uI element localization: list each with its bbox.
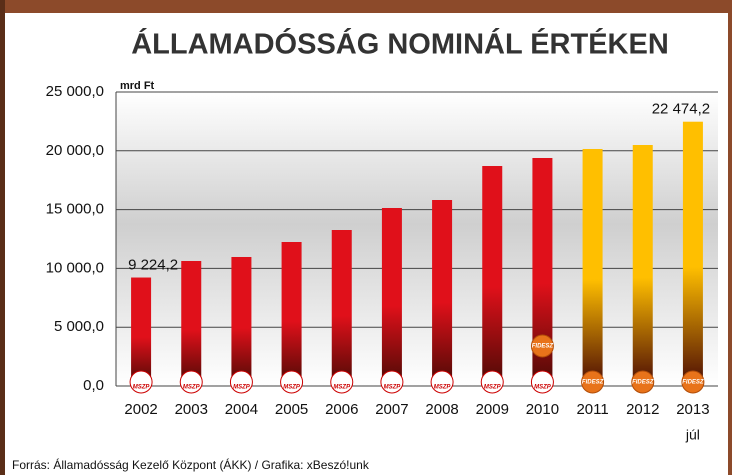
party-logo-label: MSZP	[534, 385, 552, 391]
party-logo	[430, 370, 454, 394]
x-tick-label: 2002	[124, 401, 157, 418]
y-tick-label: 5 000,0	[54, 318, 104, 335]
y-tick-label: 25 000,0	[46, 83, 104, 100]
bar	[131, 277, 152, 386]
x-tick-label: 2010	[526, 401, 559, 418]
x-tick-label: 2005	[275, 401, 308, 418]
party-logo-label: MSZP	[283, 385, 301, 391]
party-logo-label: FIDESZ	[532, 344, 554, 350]
party-logo-label: MSZP	[233, 385, 251, 391]
x-tick-label: 2007	[375, 401, 408, 418]
x-tick-label: 2004	[225, 401, 258, 418]
bar	[331, 230, 352, 386]
party-logo	[330, 370, 354, 394]
bar	[432, 200, 453, 386]
bar	[482, 166, 503, 386]
party-logo-label: FIDESZ	[682, 380, 704, 386]
party-logo-label: MSZP	[434, 385, 452, 391]
bar	[582, 149, 603, 386]
party-logo-label: MSZP	[133, 385, 151, 391]
party-logo	[380, 370, 404, 394]
y-tick-label: 20 000,0	[46, 142, 104, 159]
party-logo-label: MSZP	[183, 385, 201, 391]
source: Forrás: Államadósság Kezelő Központ (ÁKK…	[12, 457, 370, 472]
bar	[181, 260, 202, 386]
party-logo	[179, 370, 203, 394]
x-tick-label: 2008	[425, 401, 458, 418]
party-logo	[631, 370, 655, 394]
x-tick-label: 2003	[175, 401, 208, 418]
party-logo-label: MSZP	[384, 385, 402, 391]
bar	[532, 157, 553, 386]
party-logo-label: MSZP	[484, 385, 502, 391]
party-logo	[681, 370, 705, 394]
x-tick-label: 2012	[626, 401, 659, 418]
party-logo	[530, 334, 554, 358]
y-tick-label: 10 000,0	[46, 259, 104, 276]
x-tick-label: 2013	[676, 401, 709, 418]
y-unit: mrd Ft	[120, 80, 155, 92]
party-logo-label: FIDESZ	[582, 380, 604, 386]
bar	[231, 256, 252, 386]
plot-area	[116, 92, 718, 386]
y-tick-label: 15 000,0	[46, 201, 104, 218]
party-logo	[229, 370, 253, 394]
party-logo	[129, 370, 153, 394]
bar	[381, 208, 402, 386]
bar	[682, 121, 703, 387]
top-frame	[0, 0, 732, 13]
party-logo-label: MSZP	[333, 385, 351, 391]
party-logo	[280, 370, 304, 394]
party-logo	[581, 370, 605, 394]
bar	[632, 145, 653, 386]
value-label: 22 474,2	[652, 101, 710, 118]
party-logo	[480, 370, 504, 394]
x-tick-label: 2006	[325, 401, 358, 418]
party-logo	[530, 370, 554, 394]
bar	[281, 241, 302, 386]
chart-title: ÁLLAMADÓSSÁG NOMINÁL ÉRTÉKEN	[131, 27, 669, 61]
value-label: 9 224,2	[128, 256, 178, 273]
x-tick-label: 2011	[576, 401, 608, 418]
x-annotation: júl	[685, 427, 700, 443]
right-frame	[728, 0, 732, 475]
y-tick-label: 0,0	[83, 377, 104, 394]
left-frame	[0, 0, 5, 475]
x-tick-label: 2009	[476, 401, 509, 418]
party-logo-label: FIDESZ	[632, 380, 654, 386]
